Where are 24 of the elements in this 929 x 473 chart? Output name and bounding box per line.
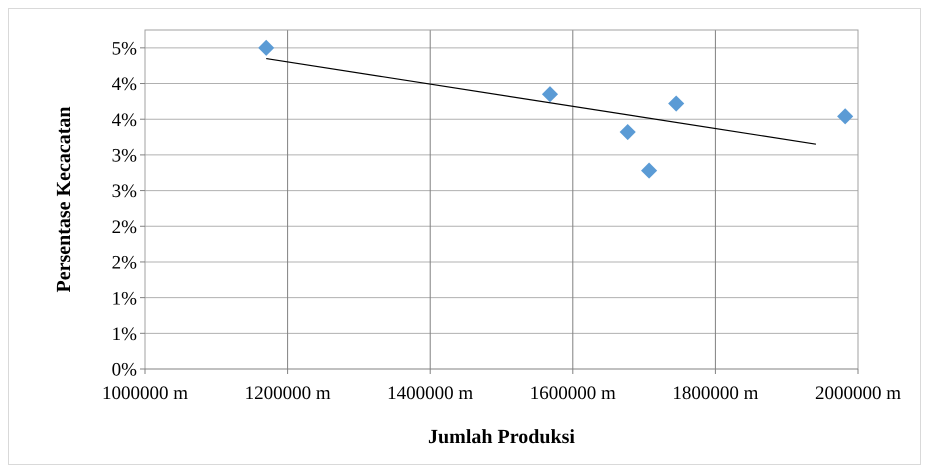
y-tick-label: 4% bbox=[112, 74, 138, 96]
y-axis-title: Persentase Kecacatan bbox=[53, 106, 75, 293]
x-tick-label: 1200000 m bbox=[244, 383, 331, 404]
point bbox=[641, 162, 658, 179]
x-tick-label: 1400000 m bbox=[387, 383, 474, 404]
point bbox=[668, 95, 684, 112]
x-tick-label: 1000000 m bbox=[102, 383, 188, 404]
y-tick-label: 5% bbox=[112, 38, 138, 60]
x-axis-title: Jumlah Produksi bbox=[428, 426, 576, 448]
x-tick-label: 1600000 m bbox=[530, 383, 616, 404]
point bbox=[837, 108, 854, 124]
x-tick-label: 1800000 m bbox=[672, 383, 759, 404]
point bbox=[542, 86, 558, 102]
y-tick-label: 0% bbox=[112, 360, 138, 381]
y-tick-label: 2% bbox=[112, 216, 138, 238]
point bbox=[620, 124, 636, 140]
y-tick-label: 4% bbox=[112, 110, 138, 131]
y-tick-label: 1% bbox=[112, 288, 138, 310]
y-tick-label: 1% bbox=[112, 324, 138, 345]
point bbox=[258, 40, 274, 56]
x-tick-label: 2000000 m bbox=[814, 383, 902, 404]
y-tick-label: 2% bbox=[112, 252, 138, 274]
y-tick-label: 3% bbox=[112, 146, 138, 167]
y-tick-label: 3% bbox=[112, 181, 138, 202]
